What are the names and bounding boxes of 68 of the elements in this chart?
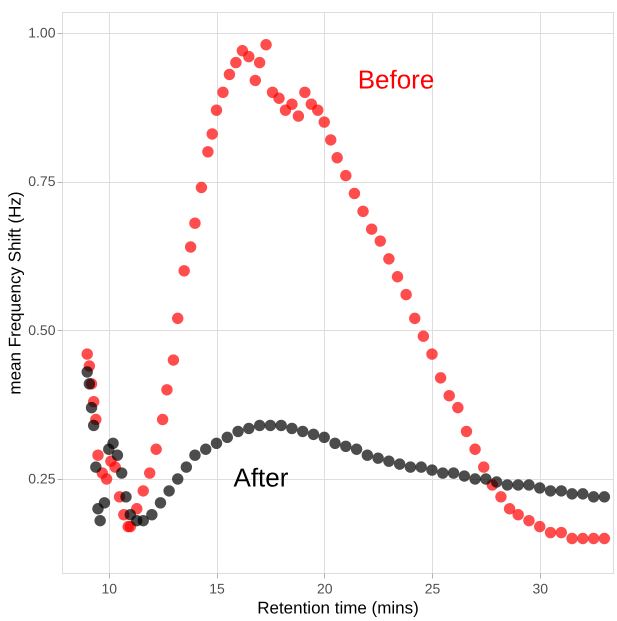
point: [82, 366, 93, 378]
point: [566, 488, 578, 500]
series-label: After: [233, 462, 289, 492]
point: [458, 470, 470, 482]
point: [98, 497, 110, 508]
x-tick-label: 15: [209, 580, 225, 596]
point: [544, 485, 556, 497]
point: [264, 420, 276, 432]
point: [172, 473, 184, 485]
point: [598, 491, 610, 503]
x-tick-label: 25: [424, 580, 440, 596]
point: [426, 464, 438, 476]
point: [469, 473, 481, 485]
point: [86, 402, 98, 414]
y-tick-label: 0.75: [28, 173, 56, 190]
point: [180, 461, 192, 473]
point: [329, 438, 341, 449]
point: [372, 452, 384, 464]
point: [243, 422, 255, 434]
point: [588, 491, 600, 503]
y-tick-label: 1.00: [28, 24, 56, 40]
point: [146, 509, 158, 520]
point: [577, 488, 589, 500]
point: [286, 422, 298, 434]
point: [308, 428, 320, 440]
series-label: Before: [358, 64, 434, 94]
x-tick-label: 10: [101, 580, 118, 596]
point: [534, 482, 546, 494]
point: [512, 479, 524, 491]
point: [116, 467, 128, 479]
point: [523, 479, 535, 491]
point: [448, 467, 460, 479]
point: [490, 476, 502, 488]
y-axis-title: mean Frequency Shift (Hz): [5, 191, 24, 395]
point: [163, 485, 175, 497]
point: [88, 420, 100, 432]
x-axis-title: Retention time (mins): [257, 598, 419, 618]
point: [254, 420, 266, 432]
point: [210, 438, 222, 449]
point: [502, 479, 514, 491]
point: [200, 444, 212, 455]
point: [404, 461, 416, 473]
y-tick-label: 0.25: [28, 470, 56, 487]
point: [90, 461, 102, 473]
point: [340, 440, 352, 452]
point: [189, 450, 201, 461]
point: [222, 432, 233, 444]
y-tick-label: 0.50: [28, 322, 56, 338]
point: [94, 514, 106, 526]
point: [350, 444, 362, 455]
point: [232, 426, 244, 438]
point: [318, 432, 330, 444]
point: [556, 485, 567, 497]
point: [112, 450, 124, 461]
point: [154, 497, 166, 508]
point: [120, 491, 132, 503]
point: [297, 426, 308, 438]
point: [383, 455, 395, 467]
point: [394, 458, 406, 470]
point: [480, 473, 492, 485]
x-tick-label: 20: [316, 580, 333, 596]
point: [107, 438, 119, 449]
x-tick-label: 30: [532, 580, 548, 596]
point: [416, 461, 427, 473]
point: [362, 450, 374, 461]
point: [275, 420, 287, 432]
point: [138, 514, 149, 526]
point: [437, 467, 448, 479]
